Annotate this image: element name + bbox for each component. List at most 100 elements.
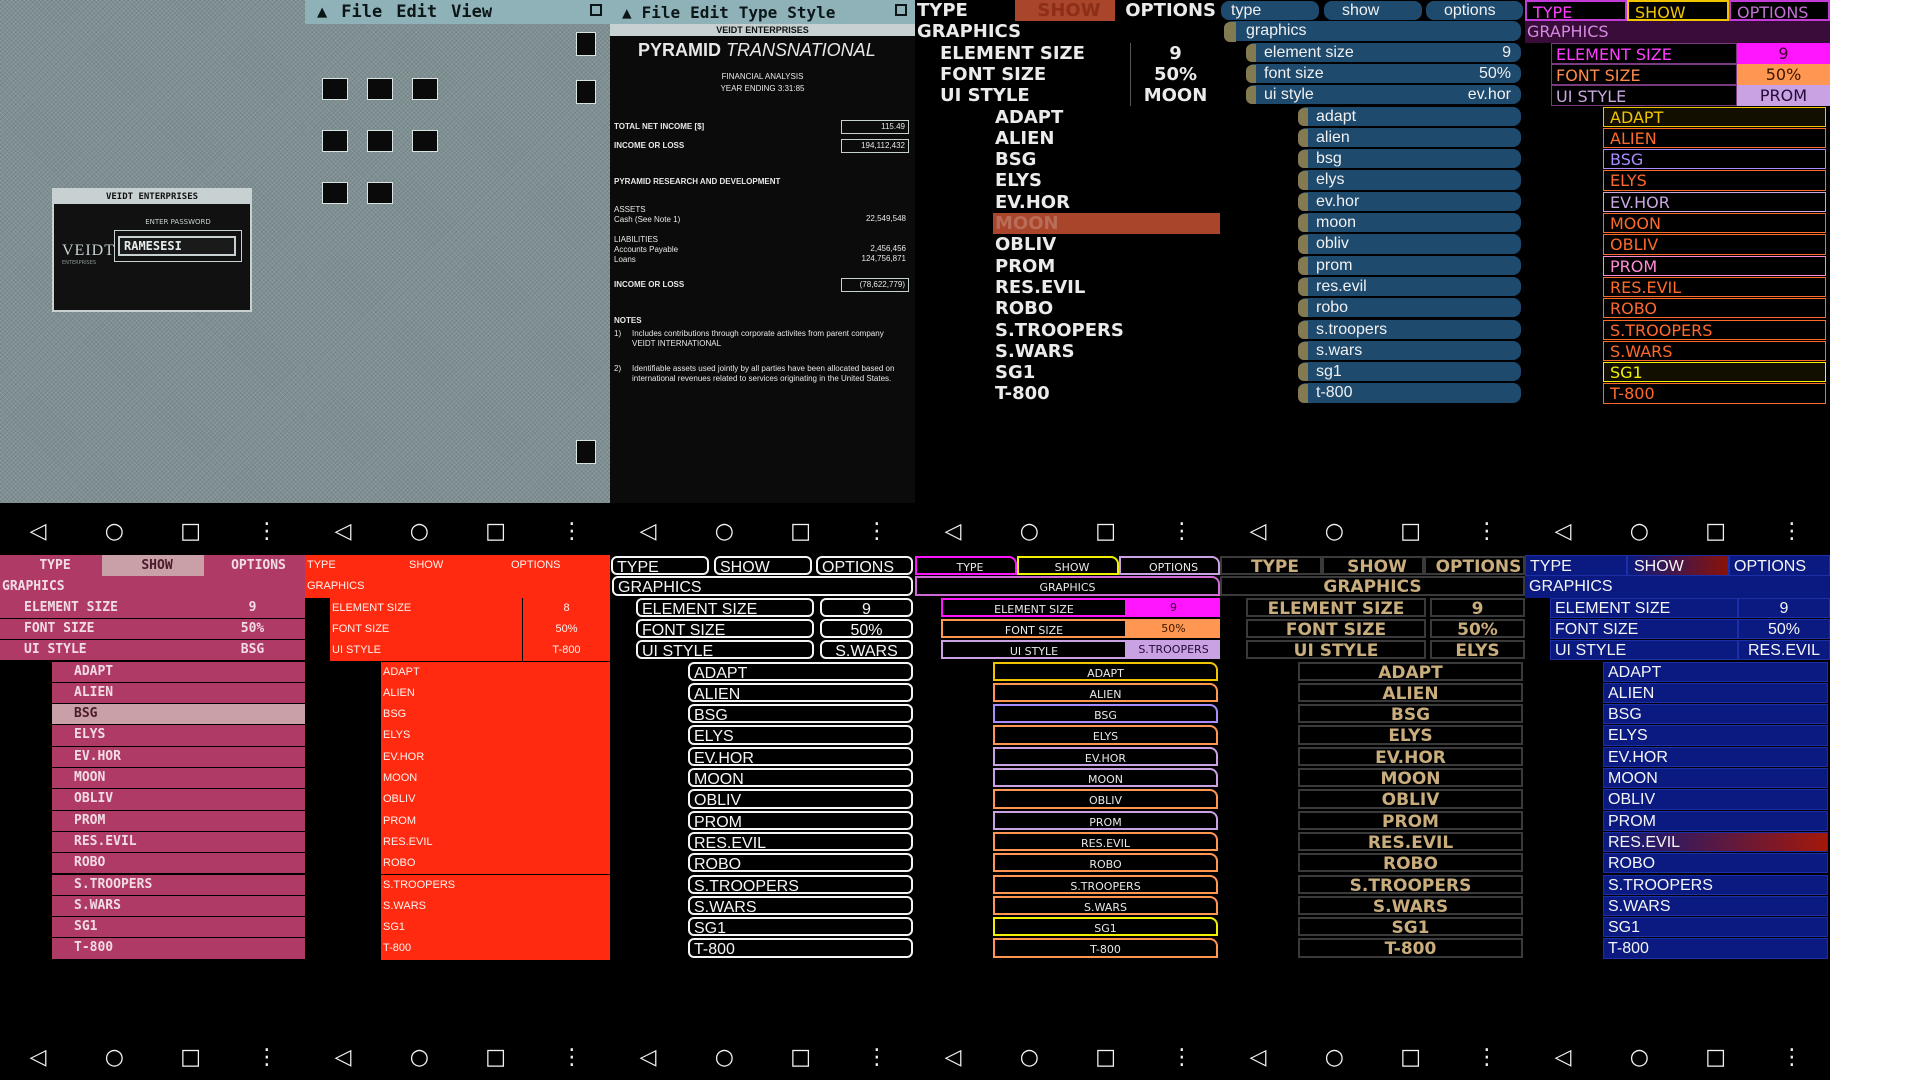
recents-icon[interactable]: □ [180, 518, 202, 544]
style-option-t-800[interactable]: T-800 [1298, 938, 1523, 958]
tab-show[interactable]: SHOW [1627, 0, 1729, 22]
style-option-bsg[interactable]: BSG [995, 149, 1037, 171]
more-icon[interactable]: ⋮ [865, 1044, 888, 1070]
setting-element-size-value[interactable]: 9 [200, 597, 305, 618]
setting-element-size-value[interactable]: 8 [522, 597, 610, 619]
style-option-sg1[interactable]: SG1 [381, 917, 610, 939]
recents-icon[interactable]: □ [1705, 1044, 1727, 1070]
recents-icon[interactable]: □ [485, 518, 507, 544]
trash-icon[interactable] [573, 440, 599, 466]
style-option-bsg[interactable]: BSG [993, 704, 1218, 724]
desktop-icon-7[interactable] [315, 182, 355, 206]
password-input[interactable]: RAMESESI [118, 236, 236, 256]
tab-type[interactable]: type [1221, 1, 1319, 21]
setting-font-size-value[interactable]: 50% [1127, 618, 1220, 639]
setting-ui-style-value[interactable]: PROM [1737, 85, 1830, 107]
style-option-s-wars[interactable]: S.WARS [1298, 895, 1523, 916]
apple-menu-icon[interactable]: ▲ [317, 2, 328, 22]
style-option-res-evil[interactable]: RES.EVIL [688, 831, 913, 852]
style-option-bsg[interactable]: BSG [688, 704, 913, 724]
style-option-t-800[interactable]: t-800 [1298, 383, 1521, 403]
style-option-prom[interactable]: PROM [993, 810, 1218, 830]
style-option-adapt[interactable]: ADAPT [1603, 661, 1828, 682]
style-option-sg1[interactable]: SG1 [993, 917, 1218, 937]
recents-icon[interactable]: □ [180, 1044, 202, 1070]
style-option-moon[interactable]: moon [1298, 213, 1521, 233]
tab-options[interactable]: OPTIONS [1125, 0, 1216, 21]
recents-icon[interactable]: □ [790, 1044, 812, 1070]
style-option-ev-hor[interactable]: EV.HOR [688, 746, 913, 766]
tab-show[interactable]: SHOW [714, 556, 812, 576]
style-option-s-troopers[interactable]: S.TROOPERS [1603, 319, 1826, 340]
back-icon[interactable]: ◁ [944, 518, 962, 544]
more-icon[interactable]: ⋮ [1475, 1044, 1498, 1070]
setting-ui-style-value[interactable]: MOON [1130, 85, 1220, 107]
style-option-alien[interactable]: ALIEN [995, 127, 1055, 149]
home-icon[interactable]: ○ [409, 1044, 429, 1070]
tab-type[interactable]: TYPE [0, 555, 102, 577]
style-option-adapt[interactable]: ADAPT [993, 661, 1218, 681]
style-option-prom[interactable]: PROM [1603, 255, 1826, 276]
style-option-ev-hor[interactable]: EV.HOR [995, 191, 1070, 213]
style-option-moon[interactable]: MOON [1603, 768, 1828, 789]
back-icon[interactable]: ◁ [1249, 518, 1267, 544]
style-option-prom[interactable]: PROM [995, 255, 1056, 277]
style-option-adapt[interactable]: ADAPT [381, 661, 610, 683]
setting-element-size-value[interactable]: 9 [1130, 42, 1220, 64]
back-icon[interactable]: ◁ [639, 518, 657, 544]
home-icon[interactable]: ○ [1019, 1044, 1039, 1070]
style-option-robo[interactable]: ROBO [381, 853, 610, 875]
style-option-alien[interactable]: ALIEN [993, 682, 1218, 703]
row-graphics[interactable]: GRAPHICS [612, 576, 913, 596]
desktop-icon-5[interactable] [360, 130, 400, 154]
tab-type[interactable]: TYPE [1220, 556, 1322, 576]
style-option-elys[interactable]: ELYS [381, 725, 610, 747]
more-icon[interactable]: ⋮ [865, 518, 888, 544]
close-box-icon[interactable] [895, 4, 907, 16]
recents-icon[interactable]: □ [1400, 518, 1422, 544]
recents-icon[interactable]: □ [485, 1044, 507, 1070]
setting-font-size-value[interactable]: 50% [1406, 63, 1521, 84]
style-option-adapt[interactable]: ADAPT [1298, 661, 1523, 681]
style-option-obliv[interactable]: OBLIV [995, 234, 1057, 256]
tab-show[interactable]: SHOW [102, 555, 204, 577]
style-option-bsg[interactable]: BSG [1603, 704, 1828, 725]
style-option-robo[interactable]: ROBO [1603, 298, 1826, 319]
style-option-sg1[interactable]: SG1 [1603, 362, 1826, 383]
style-option-prom[interactable]: PROM [1603, 810, 1828, 831]
recents-icon[interactable]: □ [1095, 1044, 1117, 1070]
setting-ui-style-value[interactable]: T-800 [522, 640, 610, 662]
floppy-disk-icon[interactable] [573, 80, 599, 106]
setting-ui-style-value[interactable]: ev.hor [1406, 85, 1521, 105]
menu-edit[interactable]: Edit [396, 2, 438, 22]
style-option-prom[interactable]: PROM [688, 810, 913, 830]
style-option-res-evil[interactable]: RES.EVIL [993, 831, 1218, 852]
style-option-res-evil[interactable]: RES.EVIL [52, 831, 305, 853]
style-option-sg1[interactable]: SG1 [1603, 917, 1828, 938]
back-icon[interactable]: ◁ [639, 1044, 657, 1070]
apple-menu-icon[interactable]: ▲ [622, 2, 632, 22]
style-option-s-wars[interactable]: S.WARS [1603, 340, 1826, 362]
row-graphics[interactable]: GRAPHICS [1220, 576, 1525, 596]
more-icon[interactable]: ⋮ [1475, 518, 1498, 544]
style-option-robo[interactable]: ROBO [1603, 853, 1828, 874]
more-icon[interactable]: ⋮ [560, 1044, 583, 1070]
style-option-bsg[interactable]: BSG [1603, 149, 1826, 170]
tab-show[interactable]: SHOW [1627, 555, 1729, 577]
style-option-adapt[interactable]: ADAPT [688, 661, 913, 681]
home-icon[interactable]: ○ [104, 518, 124, 544]
home-icon[interactable]: ○ [409, 518, 429, 544]
style-option-s-wars[interactable]: S.WARS [381, 895, 610, 918]
style-option-ev-hor[interactable]: ev.hor [1298, 191, 1521, 211]
style-option-elys[interactable]: ELYS [1298, 725, 1523, 745]
style-option-s-troopers[interactable]: S.TROOPERS [1603, 874, 1828, 895]
desktop-icon-2[interactable] [360, 78, 400, 102]
more-icon[interactable]: ⋮ [1170, 518, 1193, 544]
style-option-ev-hor[interactable]: EV.HOR [1603, 746, 1828, 767]
home-icon[interactable]: ○ [1324, 1044, 1344, 1070]
setting-font-size-value[interactable]: 50% [820, 618, 913, 639]
style-option-obliv[interactable]: OBLIV [688, 789, 913, 809]
tab-options[interactable]: OPTIONS [816, 556, 913, 576]
tab-type[interactable]: TYPE [1525, 0, 1627, 22]
home-icon[interactable]: ○ [1629, 518, 1649, 544]
